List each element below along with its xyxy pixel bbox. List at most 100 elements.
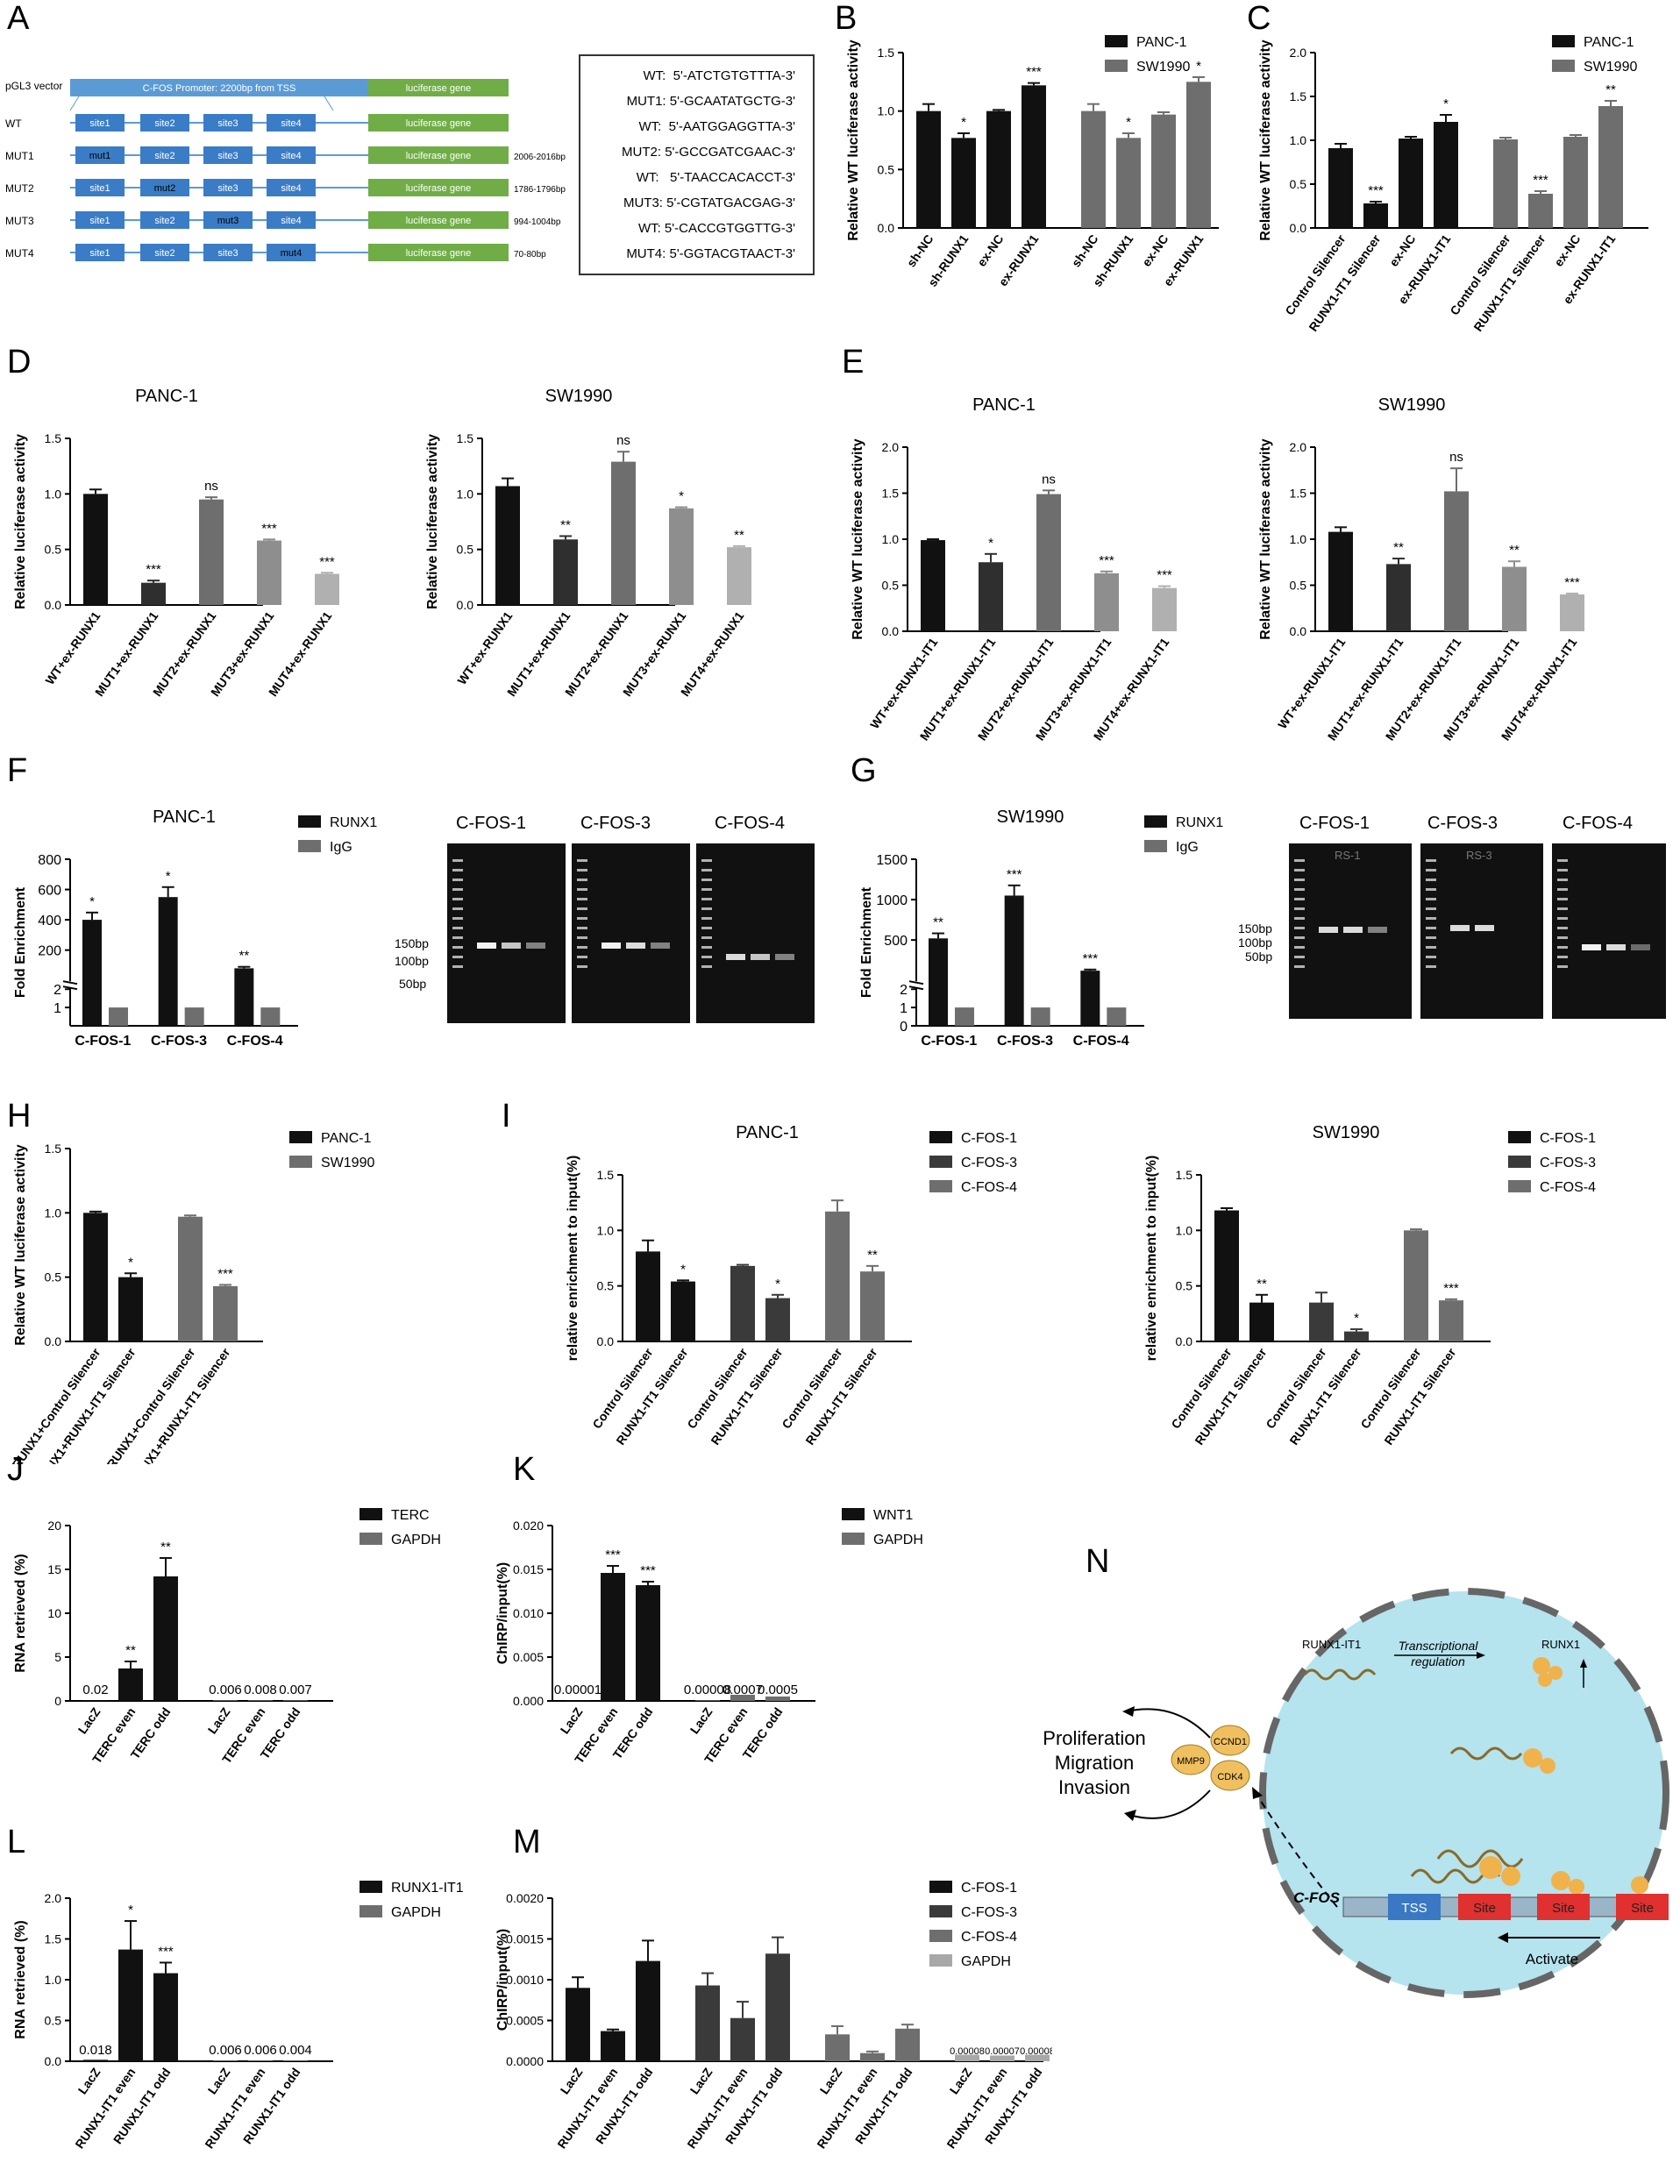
arrow-head bbox=[1498, 1932, 1508, 1943]
mut-range: 994-1004bp bbox=[514, 217, 561, 227]
y-tick-label: 2.0 bbox=[45, 1891, 62, 1905]
y-tick-label: 0.0020 bbox=[506, 1891, 544, 1905]
y-tick-label: 2.0 bbox=[1290, 46, 1307, 60]
ladder-band bbox=[1557, 869, 1568, 871]
legend-swatch bbox=[289, 1131, 312, 1143]
legend-swatch bbox=[1105, 35, 1128, 47]
legend-swatch bbox=[842, 1508, 865, 1520]
gel-band bbox=[602, 943, 621, 949]
panel-letter-k: K bbox=[513, 1451, 536, 1488]
bar bbox=[1025, 2054, 1050, 2061]
site-label: site3 bbox=[217, 118, 238, 129]
bar bbox=[83, 2060, 108, 2061]
runx1-protein bbox=[1533, 1657, 1550, 1675]
gel-band bbox=[726, 954, 745, 960]
ladder-band bbox=[1426, 936, 1436, 939]
luc-label: luciferase gene bbox=[406, 151, 472, 161]
bar bbox=[82, 920, 102, 1026]
chart-title: SW1990 bbox=[997, 807, 1064, 827]
bar bbox=[611, 461, 636, 605]
significance-label: ** bbox=[1256, 1277, 1267, 1291]
legend-label: RUNX1 bbox=[330, 815, 377, 830]
legend-label: C-FOS-4 bbox=[961, 1930, 1017, 1945]
ladder-band bbox=[1294, 879, 1305, 881]
axis-break-mark bbox=[62, 980, 78, 985]
axis-break-mark bbox=[908, 985, 924, 991]
row-label: WT bbox=[5, 117, 22, 130]
bar bbox=[765, 1953, 790, 2061]
bar bbox=[636, 1251, 660, 1341]
bar bbox=[1439, 1300, 1463, 1341]
x-tick-label: LacZ bbox=[75, 1704, 103, 1736]
y-tick-label: 1000 bbox=[876, 893, 908, 908]
panel-letter-l: L bbox=[7, 1824, 26, 1860]
ladder-band bbox=[577, 869, 587, 871]
significance-label: * bbox=[1196, 59, 1201, 74]
protein-label: CCND1 bbox=[1214, 1737, 1247, 1747]
bar bbox=[1309, 1302, 1334, 1341]
luc-label: luciferase gene bbox=[406, 118, 472, 129]
y-tick-label: 0 bbox=[900, 1020, 908, 1035]
chart-title: PANC-1 bbox=[153, 807, 216, 827]
ladder-band bbox=[1294, 869, 1305, 871]
significance-label: ** bbox=[125, 1643, 136, 1658]
ladder-band bbox=[701, 907, 712, 910]
panel-letter-i: I bbox=[502, 1098, 511, 1135]
bar bbox=[1186, 82, 1211, 228]
panel-letter-e: E bbox=[842, 344, 865, 381]
panel-letter-g: G bbox=[851, 752, 877, 789]
y-tick-label: 1.0 bbox=[882, 532, 900, 546]
y-tick-label: 0.015 bbox=[513, 1562, 544, 1576]
x-tick-label: LacZ bbox=[205, 2065, 233, 2096]
significance-label: *** bbox=[146, 562, 161, 577]
site-label: site1 bbox=[89, 183, 110, 194]
site-label: mut4 bbox=[281, 248, 302, 259]
ladder-band bbox=[1426, 946, 1436, 949]
legend-label: C-FOS-4 bbox=[961, 1180, 1017, 1195]
gel-title: C-FOS-1 bbox=[1299, 814, 1370, 833]
legend-swatch bbox=[298, 815, 321, 828]
ladder-band bbox=[701, 965, 712, 968]
site-label: site4 bbox=[281, 118, 301, 129]
luc-box bbox=[368, 211, 509, 229]
bar bbox=[83, 1700, 108, 1701]
x-tick-label: MUT3+ex-RUNX1 bbox=[208, 608, 277, 699]
ladder-band bbox=[1426, 859, 1436, 862]
ladder-band bbox=[577, 917, 587, 920]
y-tick-label: 0.5 bbox=[45, 1270, 62, 1284]
ladder-band bbox=[1557, 888, 1568, 891]
x-tick-label: MUT1+ex-RUNX1 bbox=[92, 608, 161, 699]
promoter-label: C-FOS Promoter: 2200bp from TSS bbox=[143, 83, 296, 94]
y-tick-label: 1.5 bbox=[1176, 1168, 1193, 1182]
y-tick-label: 1.0 bbox=[597, 1223, 615, 1237]
x-tick-label: C-FOS-4 bbox=[227, 1034, 283, 1049]
x-tick-label: C-FOS-1 bbox=[921, 1034, 977, 1049]
ladder-band bbox=[452, 936, 463, 939]
x-tick-label: ex-NC bbox=[1551, 232, 1583, 269]
ladder-band bbox=[701, 946, 712, 949]
y-tick-label: 1.0 bbox=[1176, 1223, 1193, 1237]
data-label: 0.00008 bbox=[950, 2046, 985, 2057]
legend-label: GAPDH bbox=[961, 1954, 1011, 1969]
y-tick-label: 2.0 bbox=[882, 440, 900, 454]
y-tick-label: 0.010 bbox=[513, 1606, 544, 1620]
marker-label: 50bp bbox=[399, 977, 427, 991]
y-axis-label: ChIRP/input(%) bbox=[495, 1562, 510, 1664]
y-tick-label: 0.0 bbox=[45, 598, 62, 612]
y-tick-label: 0 bbox=[54, 1694, 61, 1708]
y-tick-label: 0.5 bbox=[1176, 1279, 1193, 1293]
legend-label: SW1990 bbox=[1584, 60, 1637, 75]
significance-label: * bbox=[679, 489, 684, 504]
sequence-box: WT: 5'-ATCTGTGTTTA-3' MUT1: 5'-GCAATATGC… bbox=[579, 54, 815, 275]
site-box bbox=[267, 211, 316, 229]
y-tick-label: 0.0 bbox=[1176, 1334, 1193, 1348]
seq-line: WT: 5'-TAACCACACCT-3' bbox=[636, 170, 795, 185]
site-box bbox=[140, 211, 189, 229]
ladder-band bbox=[1557, 927, 1568, 929]
ladder-band bbox=[577, 898, 587, 900]
legend-label: PANC-1 bbox=[1136, 35, 1187, 50]
site-box bbox=[75, 179, 125, 196]
significance-label: *** bbox=[1026, 65, 1042, 80]
site-box bbox=[203, 114, 253, 132]
arrow-top bbox=[1126, 1708, 1211, 1739]
